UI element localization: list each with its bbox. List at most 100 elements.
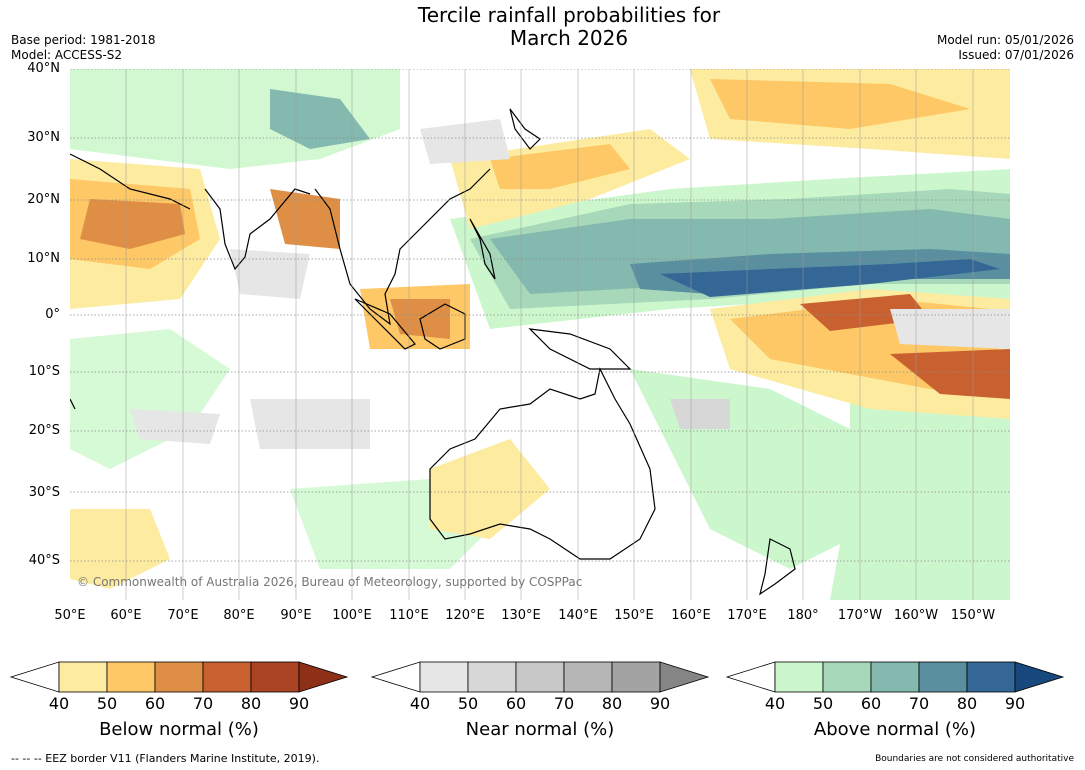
lon-label: 150°W — [950, 608, 996, 623]
colorbar-min-extend — [370, 661, 421, 693]
colorbar-segment — [419, 661, 469, 693]
colorbar-min-extend — [9, 661, 60, 693]
below-normal-region — [890, 349, 1010, 399]
above-normal-region — [70, 329, 230, 469]
issued-date: Issued: 07/01/2026 — [958, 48, 1074, 62]
copyright-notice: © Commonwealth of Australia 2026, Bureau… — [77, 575, 582, 589]
chart-title: Tercile rainfall probabilities for March… — [0, 4, 1085, 50]
colorbar-segment — [611, 661, 661, 693]
title-line-2: March 2026 — [509, 26, 629, 50]
model-run: Model run: 05/01/2026 — [936, 33, 1074, 47]
lon-label: 60°E — [110, 608, 142, 623]
colorbar-above-normal — [725, 661, 1065, 693]
below-normal-region — [710, 79, 970, 129]
above-normal-region — [660, 259, 1000, 297]
colorbar-segment — [966, 661, 1016, 693]
below-normal-title: Below normal (%) — [99, 719, 259, 740]
above-normal-title: Above normal (%) — [813, 719, 977, 740]
below-tick: 50 — [96, 694, 118, 713]
lon-label: 50°E — [54, 608, 86, 623]
near-normal-region — [250, 399, 370, 449]
below-tick: 90 — [288, 694, 310, 713]
near-tick: 50 — [457, 694, 479, 713]
coastline-philippines — [469, 218, 496, 280]
near-tick: 60 — [505, 694, 527, 713]
base-period: Base period: 1981-2018 — [11, 33, 156, 47]
boundary-disclaimer: Boundaries are not considered authoritat… — [875, 754, 1074, 764]
below-normal-region — [490, 144, 630, 189]
lat-label: 20°N — [27, 192, 60, 207]
coastline-japan — [509, 108, 541, 150]
lon-label: 140°E — [558, 608, 598, 623]
lon-label: 170°E — [727, 608, 767, 623]
colorbar-segment — [822, 661, 872, 693]
near-normal-region — [670, 399, 730, 429]
colorbar-segment — [58, 661, 108, 693]
meridians — [125, 69, 974, 600]
near-tick: 70 — [553, 694, 575, 713]
near-tick: 40 — [409, 694, 431, 713]
colorbar-segment — [154, 661, 204, 693]
lon-label: 170°W — [837, 608, 883, 623]
lat-label: 0° — [45, 307, 60, 322]
lat-label: 30°S — [28, 485, 60, 500]
title-line-1: Tercile rainfall probabilities for — [417, 3, 721, 27]
colorbar-segment — [250, 661, 300, 693]
colorbar-segment — [870, 661, 920, 693]
above-tick: 60 — [860, 694, 882, 713]
coastline-new-zealand — [759, 538, 796, 596]
colorbar-segment — [774, 661, 824, 693]
below-normal-region — [430, 439, 550, 539]
above-tick: 50 — [812, 694, 834, 713]
above-tick: 80 — [956, 694, 978, 713]
lat-label: 10°S — [28, 364, 60, 379]
coastline-india — [204, 188, 311, 271]
colorbar-near-normal — [370, 661, 710, 693]
colorbar-segment — [202, 661, 252, 693]
above-tick: 70 — [908, 694, 930, 713]
metadata-right: Model run: 05/01/2026 Issued: 07/01/2026 — [937, 33, 1074, 63]
lon-label: 110°E — [389, 608, 429, 623]
below-normal-region — [80, 199, 185, 249]
lon-label: 70°E — [167, 608, 199, 623]
below-tick: 70 — [192, 694, 214, 713]
below-normal-region — [270, 189, 340, 249]
below-normal-region — [70, 509, 170, 589]
near-normal-region — [130, 409, 220, 444]
coastline-australia — [429, 367, 656, 560]
below-tick: 60 — [144, 694, 166, 713]
lon-label: 160°W — [893, 608, 939, 623]
above-normal-region — [270, 89, 370, 149]
coastline-sumatra — [354, 298, 416, 350]
lon-label: 180° — [787, 608, 819, 623]
probability-field — [70, 69, 1010, 600]
near-normal-region — [230, 249, 310, 299]
coastline-new-guinea — [528, 328, 632, 370]
lon-label: 120°E — [445, 608, 485, 623]
colorbar-segment — [467, 661, 517, 693]
colorbar-below-normal — [9, 661, 349, 693]
lon-label: 80°E — [223, 608, 255, 623]
lon-label: 150°E — [614, 608, 654, 623]
above-tick: 90 — [1004, 694, 1026, 713]
colorbar-segment — [106, 661, 156, 693]
near-tick: 80 — [601, 694, 623, 713]
model-name: Model: ACCESS-S2 — [11, 48, 123, 62]
below-tick: 40 — [48, 694, 70, 713]
lon-label: 100°E — [332, 608, 372, 623]
rainfall-probability-map[interactable]: © Commonwealth of Australia 2026, Bureau… — [70, 69, 1010, 600]
colorbar-max-extend — [659, 661, 710, 693]
near-normal-title: Near normal (%) — [465, 719, 615, 740]
lon-label: 130°E — [501, 608, 541, 623]
near-normal-region — [890, 309, 1010, 349]
near-tick: 90 — [649, 694, 671, 713]
above-tick: 40 — [764, 694, 786, 713]
lon-label: 160°E — [671, 608, 711, 623]
lat-label: 40°S — [28, 553, 60, 568]
above-normal-region — [830, 369, 1010, 600]
colorbar-max-extend — [1014, 661, 1065, 693]
lat-label: 10°N — [27, 251, 60, 266]
coastline-se-asia — [314, 168, 491, 326]
colorbar-segment — [918, 661, 968, 693]
colorbar-segment — [515, 661, 565, 693]
